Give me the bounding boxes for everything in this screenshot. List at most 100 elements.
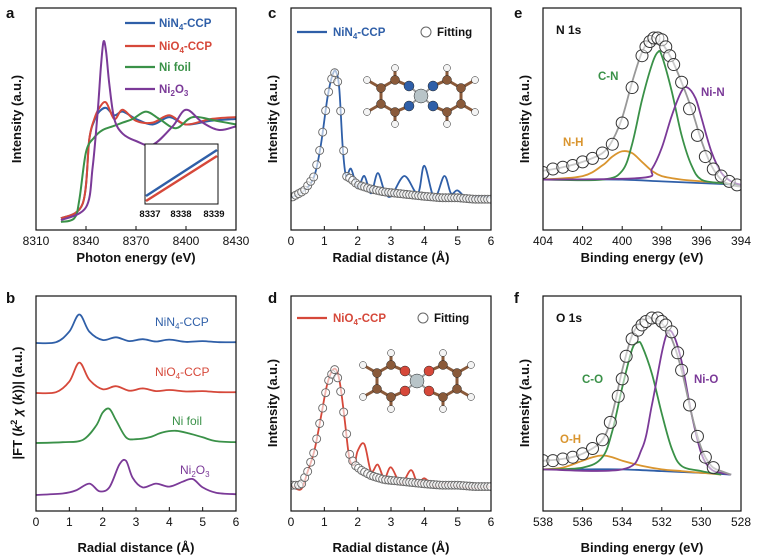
panel-a-plot-area bbox=[60, 40, 236, 223]
fit-point-d-10 bbox=[318, 403, 328, 413]
carbon-atom bbox=[438, 392, 448, 402]
xps-point-f-20 bbox=[671, 346, 685, 360]
hetero-atom bbox=[427, 100, 439, 112]
panel-e-frame bbox=[542, 7, 742, 231]
panel-f-xlabel: Binding energy (eV) bbox=[581, 540, 704, 555]
panel-b: b 0 1 2 3 4 5 6 Radial distance (Å) |FT (k2 χ … bbox=[6, 290, 240, 555]
inset-tick-1: 8338 bbox=[170, 209, 191, 220]
fit-point-d-8 bbox=[312, 434, 322, 444]
x-tick-label-b-0: 0 bbox=[33, 515, 40, 529]
x-tick-label-f-3: 532 bbox=[652, 515, 672, 529]
fit-point-c-17 bbox=[339, 146, 349, 156]
carbon-atom bbox=[456, 83, 466, 93]
x-tick-label-c-5: 5 bbox=[454, 234, 461, 248]
x-tick-label-b-1: 1 bbox=[66, 515, 73, 529]
molecule-nin4-structure bbox=[363, 64, 479, 128]
x-tick-label-f-5: 528 bbox=[731, 515, 751, 529]
legend-d-fitting: Fitting bbox=[434, 313, 469, 325]
legend-c-fitting-marker bbox=[420, 26, 432, 38]
panel-f: f 538 536 534 532 530 528 Binding energy (eV)… bbox=[514, 290, 751, 555]
hydrogen-atom bbox=[387, 349, 395, 357]
xps-point-e-6 bbox=[595, 146, 609, 160]
x-tick-label-b-6: 6 bbox=[233, 515, 240, 529]
x-tick-label-f-0: 538 bbox=[533, 515, 553, 529]
panel-d-legend: NiO4-CCP Fitting bbox=[297, 312, 469, 327]
inset-line-blue bbox=[145, 148, 218, 198]
panel-b-label-nio4: NiO4-CCP bbox=[155, 365, 209, 381]
xps-point-e-19 bbox=[675, 75, 689, 89]
fit-point-d-6 bbox=[306, 457, 316, 467]
hydrogen-atom bbox=[439, 405, 447, 413]
xps-point-f-9 bbox=[615, 372, 629, 386]
xps-point-e-26 bbox=[730, 178, 741, 192]
panel-e-plot-area bbox=[543, 31, 741, 192]
hydrogen-atom bbox=[467, 361, 475, 369]
carbon-atom bbox=[442, 107, 452, 117]
hetero-atom bbox=[403, 80, 415, 92]
hydrogen-atom bbox=[443, 64, 451, 72]
xps-point-e-8 bbox=[615, 116, 629, 130]
xps-point-f-6 bbox=[595, 433, 609, 447]
hetero-atom bbox=[427, 80, 439, 92]
panel-d-ylabel: Intensity (a.u.) bbox=[265, 359, 280, 447]
x-tick-label-a-0: 8310 bbox=[23, 234, 50, 248]
fit-point-d-18 bbox=[342, 429, 352, 439]
fit-point-c-10 bbox=[318, 127, 328, 137]
x-tick-label-c-0: 0 bbox=[288, 234, 295, 248]
x-tick-label-d-1: 1 bbox=[321, 515, 328, 529]
fit-point-c-15 bbox=[333, 77, 343, 87]
x-tick-label-e-4: 396 bbox=[691, 234, 711, 248]
fit-point-c-7 bbox=[309, 172, 319, 182]
xps-point-e-20 bbox=[683, 102, 697, 116]
panel-d-label: d bbox=[268, 290, 277, 307]
xps-point-e-21 bbox=[690, 128, 704, 142]
hydrogen-atom bbox=[363, 76, 371, 84]
panel-c-label: c bbox=[268, 5, 276, 22]
legend-c-nin4: NiN4-CCP bbox=[333, 27, 386, 41]
panel-e-title: N 1s bbox=[556, 23, 582, 37]
legend-nin4: NiN4-CCP bbox=[159, 18, 212, 32]
peak-label-ni-n: Ni-N bbox=[701, 87, 725, 99]
x-tick-label-a-3: 8400 bbox=[173, 234, 200, 248]
fit-point-c-9 bbox=[315, 146, 325, 155]
nickel-atom bbox=[413, 88, 429, 104]
x-tick-label-c-1: 1 bbox=[321, 234, 328, 248]
xps-point-e-9 bbox=[625, 81, 639, 95]
x-tick-label-b-3: 3 bbox=[133, 515, 140, 529]
panel-f-title: O 1s bbox=[556, 311, 582, 325]
panel-b-x-axis: 0 1 2 3 4 5 6 bbox=[33, 507, 240, 529]
panel-a-x-axis: 8310 8340 8370 8400 8430 bbox=[23, 226, 250, 248]
hydrogen-atom bbox=[391, 64, 399, 72]
series-f-1 bbox=[543, 340, 722, 476]
xps-point-f-24 bbox=[698, 450, 712, 464]
panel-f-x-axis: 538 536 534 532 530 528 bbox=[533, 507, 751, 529]
panel-d-plot-area bbox=[291, 365, 491, 491]
panel-b-label-nin4: NiN4-CCP bbox=[155, 315, 209, 331]
hydrogen-atom bbox=[467, 393, 475, 401]
x-tick-label-c-4: 4 bbox=[421, 234, 428, 248]
legend-nifoil: Ni foil bbox=[159, 62, 191, 74]
xps-point-e-5 bbox=[586, 151, 599, 165]
inset-line-red bbox=[145, 154, 218, 203]
panel-a-xlabel: Photon energy (eV) bbox=[76, 250, 195, 265]
xps-point-f-4 bbox=[576, 447, 590, 461]
xps-point-f-25 bbox=[706, 461, 720, 475]
panel-e-ylabel: Intensity (a.u.) bbox=[517, 75, 532, 163]
inset-tick-2: 8339 bbox=[203, 209, 224, 220]
x-tick-label-e-1: 402 bbox=[573, 234, 593, 248]
fit-point-c-16 bbox=[336, 106, 346, 116]
legend-d-nio4: NiO4-CCP bbox=[333, 313, 386, 327]
panel-f-label: f bbox=[514, 290, 520, 307]
panel-f-ylabel: Intensity (a.u.) bbox=[517, 359, 532, 447]
inset-tick-0: 8337 bbox=[139, 209, 160, 220]
carbon-atom bbox=[386, 392, 396, 402]
panel-b-label-ni2o3: Ni2O3 bbox=[180, 463, 210, 479]
x-tick-label-b-2: 2 bbox=[99, 515, 106, 529]
xps-point-f-7 bbox=[603, 415, 617, 429]
xps-point-f-8 bbox=[611, 389, 625, 403]
hydrogen-atom bbox=[363, 108, 371, 116]
hydrogen-atom bbox=[471, 76, 479, 84]
carbon-atom bbox=[390, 75, 400, 85]
x-tick-label-c-3: 3 bbox=[388, 234, 395, 248]
